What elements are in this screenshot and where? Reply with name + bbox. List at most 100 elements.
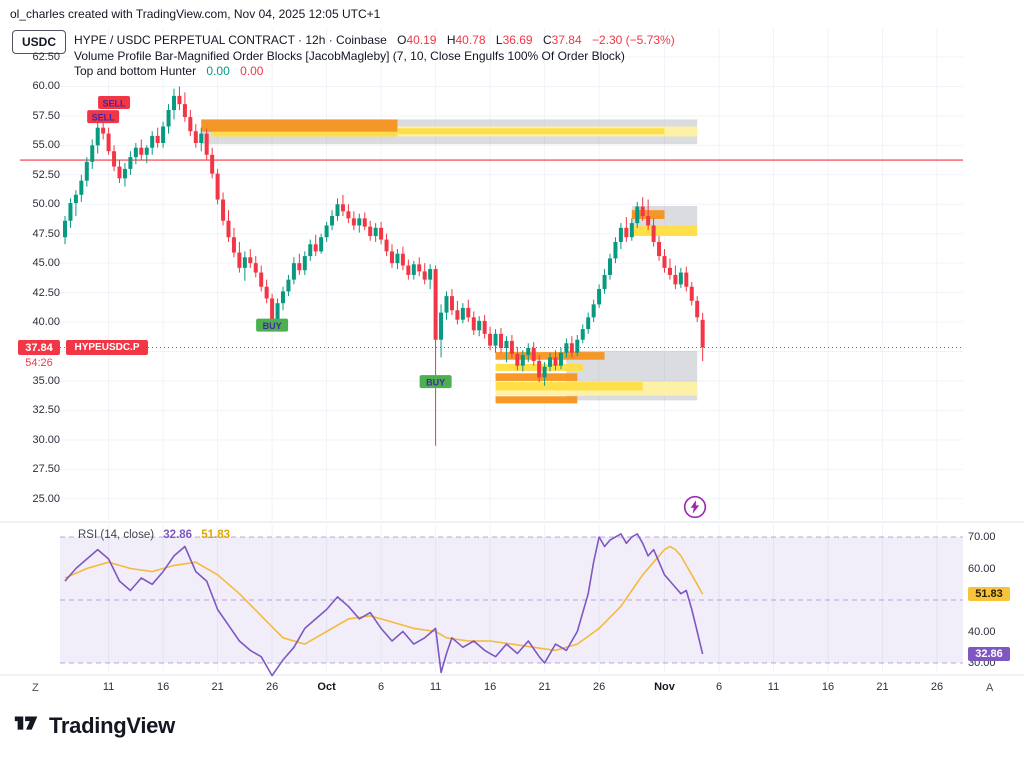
candle-body [297,263,302,271]
price-tick-label: 40.00 [32,316,60,329]
candle-body [340,204,345,212]
hunter-legend-row[interactable]: Top and bottom Hunter 0.00 0.00 [74,64,675,80]
order-block-yellow [495,382,643,391]
candle-body [580,329,585,340]
candle-body [575,339,580,353]
buy-marker [419,375,452,389]
candle-body [291,263,296,280]
candle-body [444,296,449,313]
candle-body [411,264,416,275]
candle-body [63,220,67,238]
candle-body [455,310,460,320]
candle-body [112,151,117,167]
candle-body [313,244,318,252]
candle-body [395,253,400,264]
price-tick-label: 45.00 [32,257,60,270]
candle-body [433,269,438,340]
price-tick-label: 25.00 [32,492,60,505]
indicator-legend-row[interactable]: Volume Profile Bar-Magnified Order Block… [74,49,675,65]
order-block-orange [495,373,578,381]
rsi-legend-title: RSI (14, close) [78,529,155,541]
price-tick-label: 42.50 [32,286,60,299]
symbol-title: HYPE / USDC PERPETUAL CONTRACT · 12h · C… [74,33,387,47]
candle-body [542,366,547,378]
candle-body [133,147,138,158]
sell-marker-label: SELL [103,98,127,108]
candle-body [629,223,634,238]
rsi-axis-badge: 32.86 [968,647,1010,661]
price-tick-label: 30.00 [32,433,60,446]
time-tick-label: 26 [265,681,279,693]
candle-body [379,227,384,240]
candle-body [646,216,651,226]
rsi-line [64,533,704,677]
sell-marker [87,110,120,124]
candle-body [482,320,487,334]
candle-body [215,173,220,200]
rsi-ma-value: 51.83 [201,529,231,541]
price-tick-label: 27.50 [32,463,60,476]
candle-body [597,289,602,305]
flash-icon[interactable] [683,495,707,524]
candle-body [564,343,569,353]
candle-body [253,263,258,273]
candle-body [548,357,553,367]
time-axis[interactable]: 11 16 21 26 Oct 6 11 16 21 26 Nov 6 11 16 21 26 [0,681,1024,697]
candle-body [204,133,209,155]
order-block-orange [201,119,398,132]
hunter-red-value: 0.00 [240,64,264,78]
currency-toggle-button[interactable]: USDC [12,30,66,54]
time-tick-label: 21 [538,681,551,693]
candle-body [101,127,106,134]
time-tick-label: 11 [102,681,115,693]
candle-body [608,258,612,275]
tradingview-logo[interactable]: TradingView [12,708,175,743]
change-value: −2.30 (−5.73%) [591,33,675,47]
candle-body [259,272,264,287]
candle-body [504,340,509,348]
candle-body [177,95,182,105]
rsi-ma-line [64,545,704,652]
candle-body [689,286,694,301]
price-tick-label: 50.00 [32,198,60,211]
indicator-title: Volume Profile Bar-Magnified Order Block… [74,48,625,63]
candle-body [150,135,155,148]
time-tick-label: Oct [317,681,336,693]
candle-body [684,272,689,287]
time-tick-label: 21 [876,681,889,693]
candle-body [515,353,520,366]
candle-body [188,117,193,132]
left-edge-label: Z [32,682,39,694]
price-axis[interactable]: 62.50 60.00 57.50 55.00 52.50 50.00 47.50 45.00… [8,0,60,700]
time-tick-label: 11 [429,681,442,693]
candle-body [602,274,607,290]
ohlc-open-value: 40.19 [406,33,437,47]
candle-body [569,343,574,353]
order-block-orange [495,396,578,404]
time-tick-label: 26 [930,681,944,693]
rsi-legend-row[interactable]: RSI (14, close) 32.86 51.83 [78,529,230,541]
candle-body [553,357,558,366]
candle-body [390,251,394,264]
rsi-tick-label: 70.00 [968,531,996,543]
buy-marker-label: BUY [426,378,445,388]
candle-body [330,216,335,226]
candle-body [537,360,542,378]
candle-body [586,317,591,330]
current-price-badge: 37.84 [18,340,60,355]
tradingview-logo-icon [12,708,42,743]
order-block-yellow [212,131,398,137]
ohlc-low-label: L [495,33,503,47]
candle-body [324,225,329,238]
candle-body [477,320,482,331]
candle-body [460,307,465,320]
sell-marker [98,95,131,109]
candle-body [351,218,356,226]
candle-body [281,291,285,304]
candle-body [79,180,84,195]
candle-body [558,352,563,366]
symbol-legend-row[interactable]: HYPE / USDC PERPETUAL CONTRACT · 12h · C… [74,33,675,49]
candle-body [678,272,683,285]
